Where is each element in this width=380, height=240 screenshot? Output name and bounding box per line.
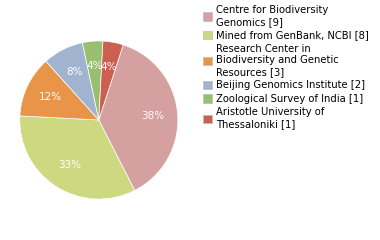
Text: 4%: 4% [86,61,103,72]
Wedge shape [82,41,103,120]
Text: 12%: 12% [39,92,62,102]
Text: 8%: 8% [66,67,82,77]
Text: 4%: 4% [100,62,117,72]
Legend: Centre for Biodiversity
Genomics [9], Mined from GenBank, NCBI [8], Research Cen: Centre for Biodiversity Genomics [9], Mi… [203,5,368,129]
Text: 33%: 33% [58,160,81,170]
Text: 38%: 38% [141,111,164,121]
Wedge shape [99,45,178,190]
Wedge shape [46,43,99,120]
Wedge shape [99,41,123,120]
Wedge shape [20,61,99,120]
Wedge shape [20,116,135,199]
